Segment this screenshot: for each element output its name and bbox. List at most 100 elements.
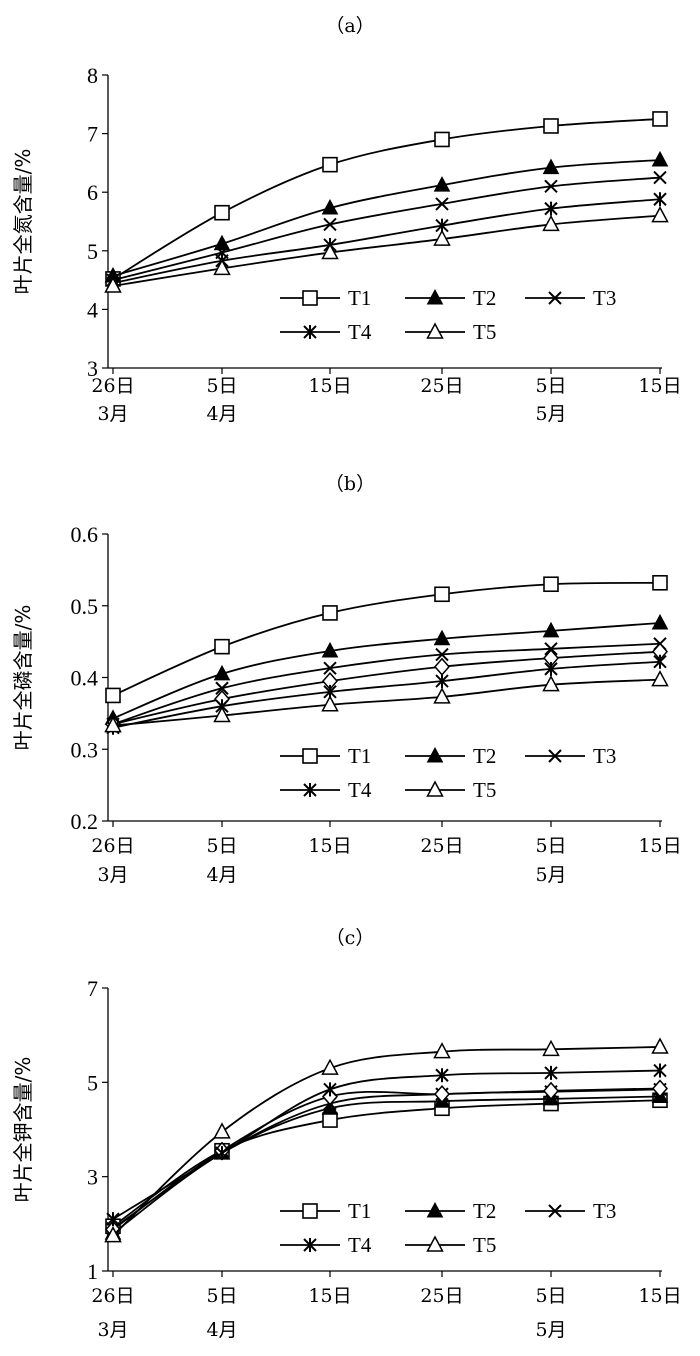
data-point (214, 204, 230, 221)
series-line (112, 642, 661, 725)
y-axis-label: 叶片全磷含量/% (11, 605, 35, 751)
legend-marker (303, 325, 317, 339)
data-point (651, 150, 669, 167)
data-point (104, 715, 122, 733)
x-tick-label-month: 5月 (535, 1319, 566, 1341)
data-point (542, 675, 560, 692)
chart-title: （b） (325, 473, 375, 495)
data-point (321, 641, 339, 658)
y-tick-label: 3 (87, 1165, 98, 1190)
legend-label: T4 (348, 320, 372, 344)
data-point (651, 1037, 669, 1054)
data-point (215, 681, 229, 695)
series-T4 (106, 192, 667, 291)
x-tick-label: 15日 (308, 835, 351, 857)
data-point (544, 642, 558, 656)
series-line (112, 214, 661, 287)
chart-title: （c） (326, 927, 375, 949)
legend-marker (426, 780, 444, 797)
legend-marker (426, 322, 444, 339)
data-point (542, 1039, 560, 1057)
data-point (653, 1063, 667, 1078)
data-point (653, 170, 667, 185)
series-line (112, 118, 661, 280)
y-tick-label: 7 (87, 122, 98, 147)
legend-label: T4 (348, 778, 372, 802)
data-point (323, 217, 337, 232)
legend-item: T1 (280, 744, 371, 768)
x-tick-label-month: 4月 (206, 864, 237, 886)
data-point (435, 674, 449, 689)
x-tick-label-month: 4月 (206, 403, 237, 425)
data-point (544, 661, 558, 676)
data-point (105, 687, 121, 704)
series-T4 (106, 654, 667, 735)
x-tick-label: 15日 (638, 1285, 681, 1307)
data-point (543, 1081, 559, 1100)
data-point (653, 654, 667, 669)
series-line (112, 1088, 661, 1230)
data-point (544, 201, 558, 216)
legend-label: T1 (348, 286, 371, 310)
series-line (112, 1099, 661, 1227)
legend-label: T1 (348, 744, 371, 768)
legend-label: T5 (473, 1233, 496, 1257)
series-line (112, 622, 661, 720)
legend-item: T2 (405, 744, 496, 768)
series-line (112, 159, 661, 277)
y-axis-label: 叶片全氮含量/% (11, 149, 35, 295)
x-tick-label: 26日 (91, 1285, 134, 1307)
data-point (434, 131, 450, 148)
data-point (435, 1068, 449, 1083)
x-tick-label: 5日 (535, 375, 566, 397)
x-tick-label: 25日 (420, 1285, 463, 1307)
data-point (322, 1112, 338, 1128)
series-line (112, 1095, 661, 1234)
y-tick-label: 5 (87, 1070, 98, 1095)
y-tick-label: 4 (87, 297, 98, 322)
data-point (321, 242, 339, 260)
data-point (322, 156, 338, 173)
legend-item: T3 (525, 1199, 616, 1223)
x-tick-label-month: 3月 (97, 864, 128, 886)
legend-label: T5 (473, 320, 496, 344)
x-tick-label-month: 4月 (206, 1319, 237, 1341)
series-line (112, 1069, 661, 1220)
legend-item: T4 (280, 1233, 372, 1257)
legend-label: T1 (348, 1199, 371, 1223)
x-tick-label: 15日 (308, 375, 351, 397)
legend-label: T2 (473, 1199, 496, 1223)
legend-item: T1 (280, 1199, 371, 1223)
y-tick-label: 0.2 (71, 809, 99, 834)
series-line (112, 176, 661, 281)
data-point (434, 657, 450, 676)
data-point (213, 664, 231, 681)
chart-panel-1: （a） 3 4 5 6 7 8 26日 3月 5日 4月 15日 25日 5日 5月 15日 叶片全氮含量/% T… (11, 15, 682, 425)
data-point (215, 1146, 229, 1161)
legend-item: T4 (280, 778, 372, 802)
series-line (112, 678, 661, 727)
data-point (321, 1058, 339, 1075)
data-point (321, 695, 339, 712)
chart-title: （a） (325, 15, 374, 37)
series-line (112, 198, 661, 284)
legend-marker (548, 1204, 562, 1218)
x-tick-label: 5日 (206, 375, 237, 397)
series-line (112, 1087, 661, 1231)
series-T5 (104, 206, 669, 293)
x-tick-label: 25日 (420, 375, 463, 397)
data-point (651, 613, 669, 630)
data-point (544, 179, 558, 194)
data-point (651, 670, 669, 687)
data-point (652, 111, 668, 127)
x-tick-label: 15日 (308, 1285, 351, 1307)
data-point (543, 576, 559, 593)
series-line (112, 660, 661, 729)
legend-label: T2 (473, 744, 496, 768)
legend-item: T2 (405, 1199, 496, 1223)
legend-label: T3 (593, 1199, 616, 1223)
series-line (112, 650, 661, 726)
chart-panel-2: （b） 0.2 0.3 0.4 0.5 0.6 26日 3月 5日 4月 15日 25日 5日 5月 15日… (11, 473, 682, 886)
legend: T1 T2 T3 T4 T5 (280, 1199, 616, 1257)
series-T5 (104, 1037, 669, 1243)
